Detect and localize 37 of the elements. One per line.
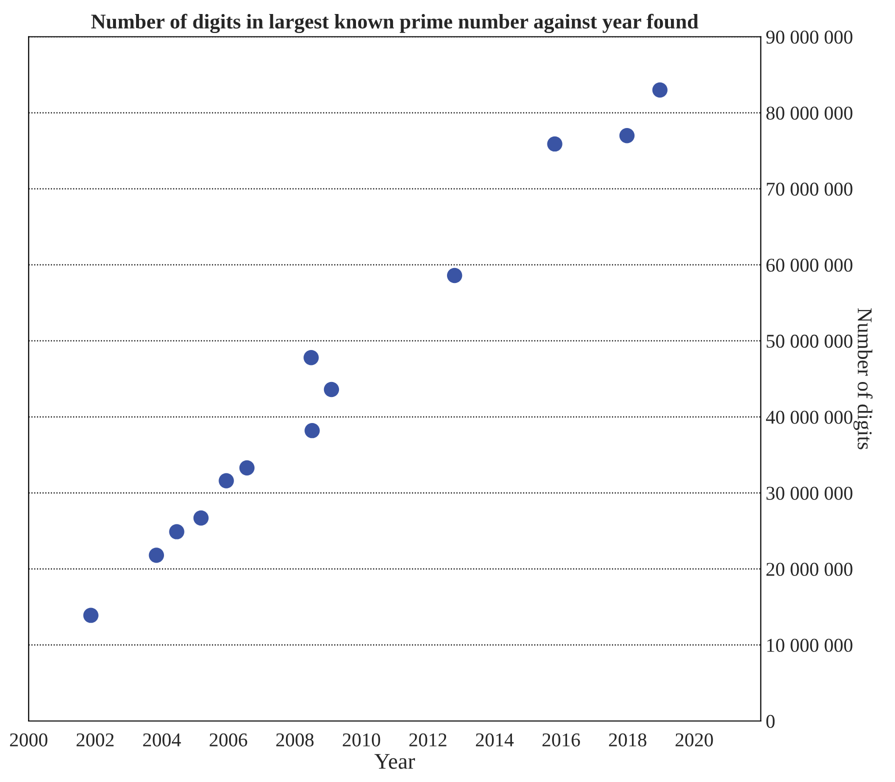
x-tick-label: 2002: [76, 733, 114, 746]
x-tick-label: 2000: [10, 733, 48, 746]
x-tick-label: 2014: [476, 733, 514, 746]
x-tick-label: 2008: [276, 733, 314, 746]
y-tick-label: 60 000 000: [766, 258, 852, 272]
point: [324, 382, 340, 398]
y-tick-label: 0: [766, 714, 775, 728]
point: [446, 268, 462, 284]
point: [193, 510, 209, 526]
y-tick-label: 30 000 000: [766, 486, 852, 500]
y-tick-label: 20 000 000: [766, 562, 852, 576]
y-tick-label: 10 000 000: [767, 638, 852, 652]
y-tick-label: 40 000 000: [766, 410, 852, 424]
point: [83, 608, 98, 623]
x-tick-label: 2012: [409, 733, 446, 746]
point: [218, 473, 234, 488]
y-tick-label: 80 000 000: [766, 106, 852, 120]
point: [239, 460, 255, 476]
point: [304, 350, 319, 366]
y-axis-title: Number of digits: [853, 308, 873, 450]
x-tick-label: 2020: [676, 733, 713, 746]
x-tick-label: 2010: [342, 733, 380, 746]
x-tick-label: 2018: [609, 733, 646, 746]
x-tick-label: 2004: [143, 733, 181, 746]
x-axis-title: Year: [374, 754, 415, 769]
point: [652, 82, 668, 98]
y-tick-label: 70 000 000: [766, 182, 852, 196]
x-tick-label: 2016: [542, 733, 580, 746]
point: [304, 422, 320, 438]
x-tick-label: 2006: [210, 733, 248, 746]
y-tick-label: 50 000 000: [766, 334, 852, 348]
point: [547, 136, 562, 152]
chart-title: Number of digits in largest known prime number against year found: [91, 14, 698, 34]
y-tick-label: 90 000 000: [766, 30, 852, 44]
point: [619, 128, 635, 144]
point: [148, 548, 164, 563]
point: [169, 524, 184, 540]
